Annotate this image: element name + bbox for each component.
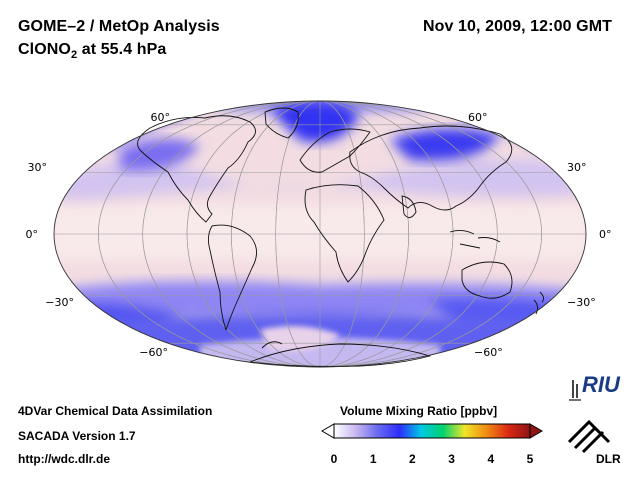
species-subscript: 2 [70, 49, 78, 62]
footer-method: 4DVar Chemical Data Assimilation [18, 404, 213, 418]
footer-version: SACADA Version 1.7 [18, 429, 136, 443]
map-outline [53, 100, 587, 368]
coastlines [137, 107, 545, 367]
colorbar-tick-label: 0 [330, 452, 338, 466]
lat-label-right-60: 60° [468, 111, 488, 124]
lat-label-right-m30: −30° [567, 296, 596, 309]
dlr-logo-text: DLR [596, 452, 621, 466]
lat-label-left-m30: −30° [45, 296, 74, 309]
species-name: ClONO [18, 41, 71, 58]
colorbar-title: Volume Mixing Ratio [ppbv] [340, 404, 498, 418]
colorbar-gradient [333, 423, 531, 439]
riu-logo: RIU [582, 372, 620, 397]
colorbar-tick-label: 2 [409, 452, 416, 466]
colorbar [321, 423, 543, 439]
lat-label-left-30: 30° [28, 161, 48, 174]
map-title: GOME–2 / MetOp Analysis [18, 18, 220, 35]
species-level: at 55.4 hPa [77, 41, 167, 58]
dlr-logo-icon [567, 419, 611, 454]
lat-label-left-60: 60° [151, 111, 171, 124]
species-label: ClONO2 at 55.4 hPa [18, 41, 166, 61]
footer-url[interactable]: http://wdc.dlr.de [18, 452, 110, 466]
lat-label-right-m60: −60° [474, 346, 503, 359]
lat-label-left-m60: −60° [139, 346, 168, 359]
lat-label-left-0: 0° [26, 228, 39, 241]
colorbar-tick-label: 1 [369, 452, 377, 466]
colorbar-min-arrow [321, 423, 335, 439]
lat-label-right-30: 30° [567, 161, 587, 174]
lat-label-right-0: 0° [599, 228, 612, 241]
lat-labels-right: 60° 30° 0° −30° −60° [468, 111, 612, 359]
colorbar-tick-label: 5 [526, 452, 534, 466]
lat-labels-left: 60° 30° 0° −30° −60° [26, 111, 171, 359]
analysis-date: Nov 10, 2009, 12:00 GMT [422, 18, 612, 35]
riu-logo-mark [569, 380, 581, 401]
colorbar-max-arrow [529, 423, 543, 439]
colorbar-tick-label: 4 [487, 452, 495, 466]
colorbar-tick-label: 3 [448, 452, 455, 466]
